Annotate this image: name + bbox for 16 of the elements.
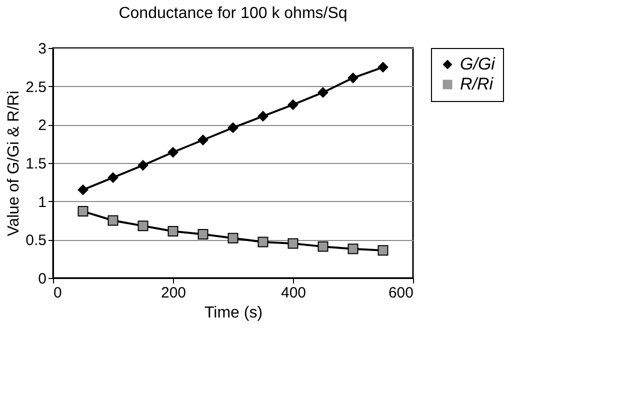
chart-title: Conductance for 100 k ohms/Sq (118, 5, 348, 22)
x-tick-label: 0 (54, 284, 62, 302)
x-tick-label: 400 (280, 284, 306, 302)
y-tick-label: 0 (38, 270, 46, 288)
x-axis-title: Time (s) (204, 304, 263, 322)
y-tick-label: 2.5 (26, 78, 46, 96)
y-tick-label: 2 (38, 117, 46, 134)
y-tick-label: 0.5 (26, 232, 46, 250)
legend-label: G/Gi (460, 54, 496, 74)
y-tick-label: 1 (38, 194, 46, 211)
y-tick-label: 1.5 (26, 156, 46, 172)
legend-label: R/Ri (460, 74, 494, 94)
x-tick-label: 600 (388, 284, 414, 302)
x-tick-label: 200 (160, 284, 186, 302)
y-axis-title: Value of G/Gi & R/Ri (6, 90, 23, 236)
y-tick-label: 3 (38, 40, 46, 58)
